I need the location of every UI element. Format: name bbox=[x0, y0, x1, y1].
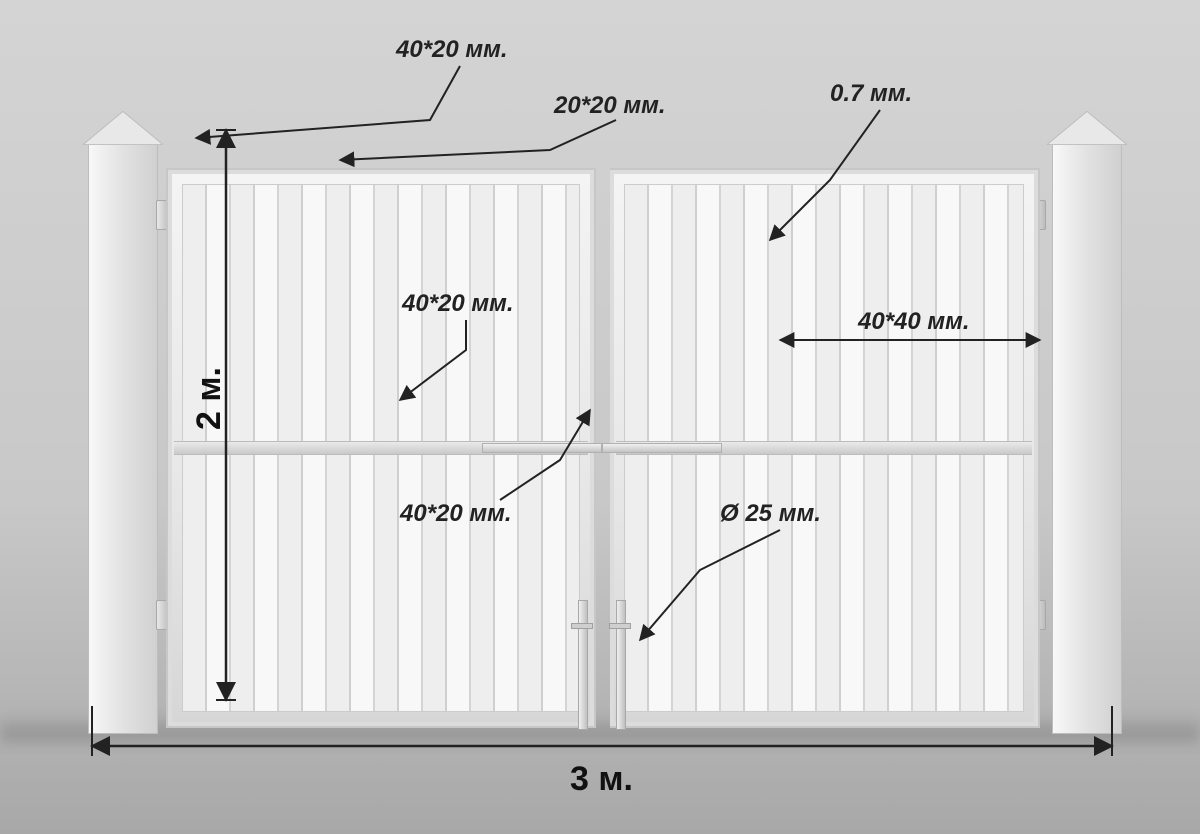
label-mid-rail: 40*20 мм. bbox=[402, 290, 514, 318]
gate-panel-right bbox=[610, 168, 1040, 728]
lock-bar bbox=[602, 443, 722, 453]
drop-bolt bbox=[578, 600, 588, 730]
dimension-width: 3 м. bbox=[570, 760, 633, 799]
label-lock-bar: 40*20 мм. bbox=[400, 500, 512, 528]
post-left bbox=[88, 144, 158, 734]
post-cap-right bbox=[1047, 111, 1127, 145]
dimension-height: 2 м. bbox=[190, 367, 229, 430]
label-post-tube: 40*40 мм. bbox=[858, 308, 970, 336]
label-sheet-thickness: 0.7 мм. bbox=[830, 80, 912, 108]
lock-bar bbox=[482, 443, 602, 453]
post-cap-left bbox=[83, 111, 163, 145]
gate-panel-left bbox=[166, 168, 596, 728]
label-drop-bolt: Ø 25 мм. bbox=[720, 500, 821, 528]
post-right bbox=[1052, 144, 1122, 734]
diagram-stage: 40*20 мм. 20*20 мм. 0.7 мм. 40*20 мм. 40… bbox=[0, 0, 1200, 834]
label-outer-frame: 40*20 мм. bbox=[396, 36, 508, 64]
drop-bolt bbox=[616, 600, 626, 730]
label-inner-frame: 20*20 мм. bbox=[554, 92, 666, 120]
